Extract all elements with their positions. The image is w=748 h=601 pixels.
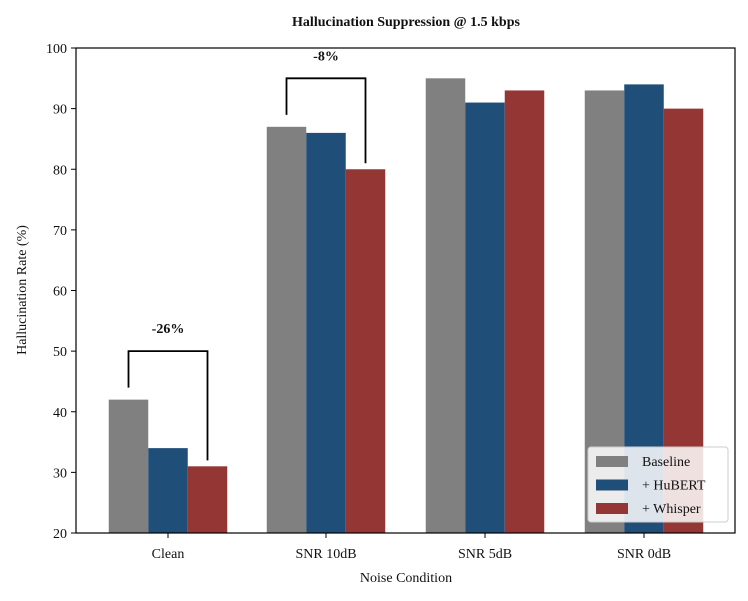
annotation-bracket-0: [127, 350, 209, 461]
bar-baseline-clean: [108, 399, 149, 534]
bar-hubert-clean: [148, 448, 188, 534]
y-tick-label: 90: [53, 103, 67, 118]
x-tick-label: SNR 0dB: [617, 547, 671, 562]
annotations-group: -26% -8%: [127, 49, 367, 461]
x-tick-label: Clean: [152, 547, 185, 562]
x-tick-label: SNR 5dB: [458, 547, 512, 562]
y-axis-label: Hallucination Rate (%): [15, 225, 30, 355]
y-tick-label: 30: [53, 466, 67, 481]
y-tick-label: 70: [53, 224, 67, 239]
legend-label: Baseline: [642, 455, 690, 470]
y-tick-label: 100: [46, 42, 67, 57]
annotation-label-1: -8%: [313, 49, 339, 64]
y-tick-label: 80: [53, 163, 67, 178]
bar-baseline-snr-5db: [425, 78, 466, 533]
legend-label: + HuBERT: [642, 479, 706, 494]
legend-swatch: [596, 503, 628, 514]
annotation-bracket-1: [285, 77, 367, 164]
legend-swatch: [596, 456, 628, 467]
annotation-label-0: -26%: [152, 322, 185, 337]
bar-whisper-snr-10db: [345, 169, 386, 533]
y-tick-label: 60: [53, 285, 67, 300]
bar-hubert-snr-10db: [306, 132, 346, 534]
legend-label: + Whisper: [642, 502, 701, 517]
legend: Baseline + HuBERT + Whisper: [587, 446, 729, 523]
x-tick-label: SNR 10dB: [295, 547, 356, 562]
bar-hubert-snr-5db: [465, 102, 505, 533]
bar-whisper-snr-5db: [504, 90, 545, 533]
legend-swatch: [596, 479, 628, 491]
y-axis: 20 30 40 50 60 70 80 90 100: [46, 42, 76, 542]
x-axis-label: Noise Condition: [360, 571, 452, 586]
x-axis: Clean SNR 10dB SNR 5dB SNR 0dB: [152, 533, 671, 562]
bar-baseline-snr-10db: [266, 126, 307, 533]
y-tick-label: 20: [53, 527, 67, 542]
y-tick-label: 40: [53, 406, 67, 421]
bar-whisper-clean: [187, 466, 228, 533]
chart-title: Hallucination Suppression @ 1.5 kbps: [292, 15, 520, 30]
y-tick-label: 50: [53, 345, 67, 360]
